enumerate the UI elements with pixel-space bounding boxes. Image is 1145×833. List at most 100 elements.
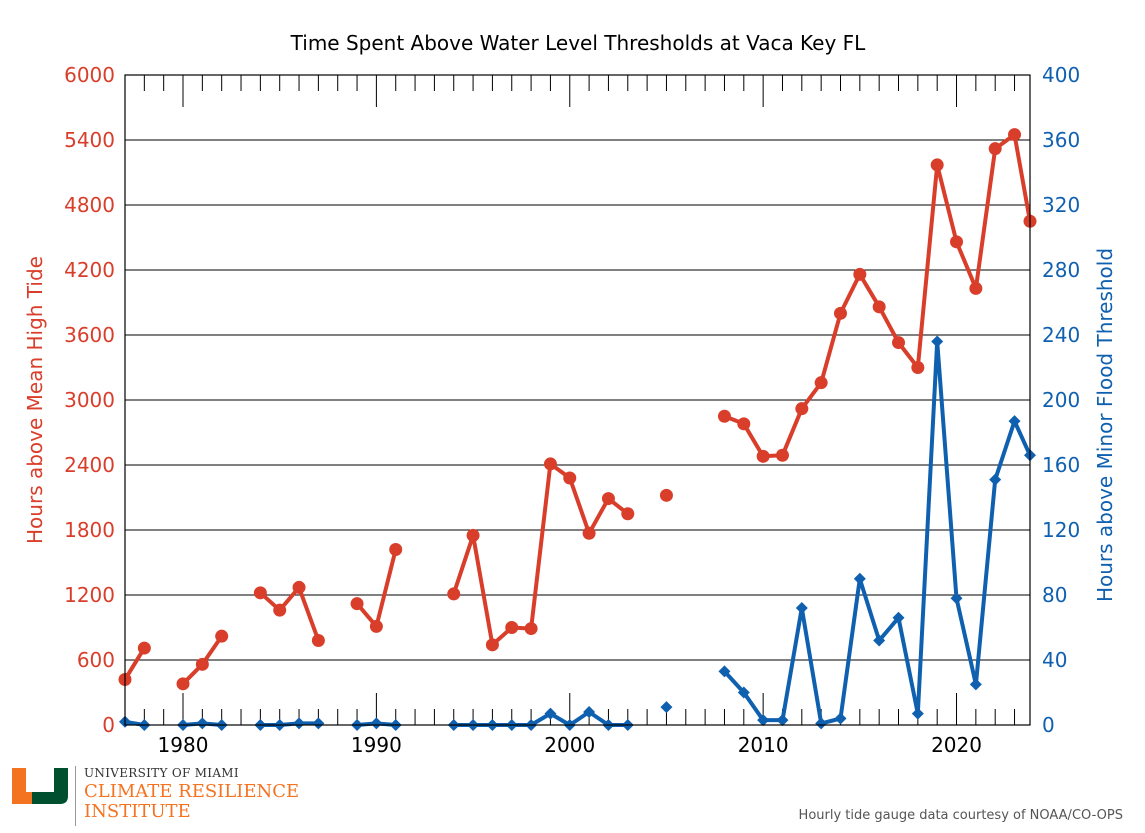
- data-point: [312, 717, 325, 730]
- data-credit: Hourly tide gauge data courtesy of NOAA/…: [798, 808, 1123, 823]
- data-point: [834, 712, 847, 725]
- data-point: [737, 686, 750, 699]
- data-point: [447, 587, 461, 601]
- x-tick-label: 2000: [544, 733, 595, 757]
- logo-right-bar: [54, 768, 68, 792]
- data-point: [853, 267, 867, 281]
- x-tick-label: 2010: [738, 733, 789, 757]
- series-line: [259, 585, 321, 642]
- data-point: [660, 701, 673, 714]
- data-point: [737, 417, 751, 431]
- chart-title: Time Spent Above Water Level Thresholds …: [290, 31, 867, 55]
- y-left-tick-label: 2400: [64, 453, 115, 477]
- data-point: [795, 402, 809, 416]
- data-point: [969, 678, 982, 691]
- data-point: [795, 602, 808, 614]
- university-logo: [12, 768, 68, 804]
- y-right-tick-label: 40: [1042, 648, 1067, 672]
- data-point: [583, 706, 596, 718]
- data-point: [1008, 128, 1022, 142]
- x-tick-label: 2020: [931, 733, 982, 757]
- data-point: [814, 376, 828, 390]
- y-axis-left: 0 600 1200 1800 2400 3000 3600 4200 4800 5400 6000: [64, 63, 115, 737]
- y-right-tick-label: 360: [1042, 128, 1080, 152]
- data-point: [621, 507, 635, 521]
- data-point: [833, 306, 847, 320]
- y-right-tick-label: 0: [1042, 713, 1055, 737]
- logo-left-bar: [12, 768, 26, 792]
- data-point: [176, 677, 190, 691]
- org-name-line2: CLIMATE RESILIENCE: [84, 781, 300, 802]
- data-point: [505, 621, 519, 634]
- data-point: [544, 707, 557, 720]
- y-right-tick-label: 280: [1042, 258, 1080, 282]
- data-point: [466, 528, 480, 542]
- data-point: [543, 457, 557, 471]
- data-point: [988, 142, 1002, 156]
- y-axis-left-label: Hours above Mean High Tide: [23, 256, 47, 544]
- data-point: [563, 471, 577, 485]
- data-point: [989, 473, 1002, 486]
- logo-divider: [75, 766, 76, 826]
- data-point: [950, 235, 964, 249]
- y-left-tick-label: 4200: [64, 258, 115, 282]
- data-point: [485, 638, 499, 652]
- x-tick-label: 1990: [351, 733, 402, 757]
- data-point: [350, 597, 364, 611]
- data-point: [524, 622, 538, 636]
- logo-bottom-left: [12, 792, 32, 804]
- data-point: [369, 619, 383, 633]
- org-name-line3: INSTITUTE: [84, 801, 191, 822]
- data-point: [815, 717, 828, 730]
- data-point: [776, 714, 789, 727]
- data-point: [930, 158, 944, 172]
- data-point: [892, 336, 906, 350]
- data-point: [196, 717, 209, 730]
- x-axis: 1980 1990 2000 2010 2020: [124, 75, 1016, 757]
- data-point: [253, 586, 267, 600]
- data-point: [311, 634, 325, 647]
- y-right-tick-label: 320: [1042, 193, 1080, 217]
- y-left-tick-label: 6000: [64, 63, 115, 87]
- y-right-tick-label: 200: [1042, 388, 1080, 412]
- data-point: [215, 629, 229, 643]
- data-point: [873, 634, 886, 647]
- data-point: [911, 707, 924, 720]
- y-right-tick-label: 240: [1042, 323, 1080, 347]
- data-point: [717, 409, 731, 423]
- data-point: [195, 657, 209, 671]
- y-left-tick-label: 1800: [64, 518, 115, 542]
- series-line: [723, 132, 1032, 459]
- y-right-tick-label: 120: [1042, 518, 1080, 542]
- series-line: [451, 461, 630, 647]
- data-point: [389, 543, 403, 556]
- data-point: [292, 580, 306, 594]
- series-mean-high-tide: [118, 128, 1037, 691]
- data-point: [892, 611, 905, 624]
- y-right-tick-label: 400: [1042, 63, 1080, 87]
- data-point: [582, 526, 596, 540]
- data-point: [659, 488, 673, 502]
- data-point: [853, 572, 866, 585]
- data-point: [969, 281, 983, 295]
- y-left-tick-label: 0: [102, 713, 115, 737]
- series-minor-flood: [119, 335, 1036, 731]
- plot-frame: [124, 74, 1031, 726]
- y-left-tick-label: 5400: [64, 128, 115, 152]
- data-point: [950, 592, 963, 605]
- x-tick-label: 1980: [158, 733, 209, 757]
- data-point: [601, 492, 615, 506]
- y-left-tick-label: 3000: [64, 388, 115, 412]
- y-right-tick-label: 80: [1042, 583, 1067, 607]
- y-axis-right: 0 40 80 120 160 200 240 280 320 360 400: [1042, 63, 1080, 737]
- y-left-tick-label: 3600: [64, 323, 115, 347]
- data-point: [1008, 415, 1021, 428]
- data-point: [872, 300, 886, 314]
- data-point: [756, 449, 770, 463]
- grid-lines: [125, 139, 1030, 661]
- data-point: [370, 717, 383, 730]
- data-point: [718, 665, 731, 678]
- org-name-line1: UNIVERSITY OF MIAMI: [84, 766, 239, 780]
- series-line: [453, 710, 628, 727]
